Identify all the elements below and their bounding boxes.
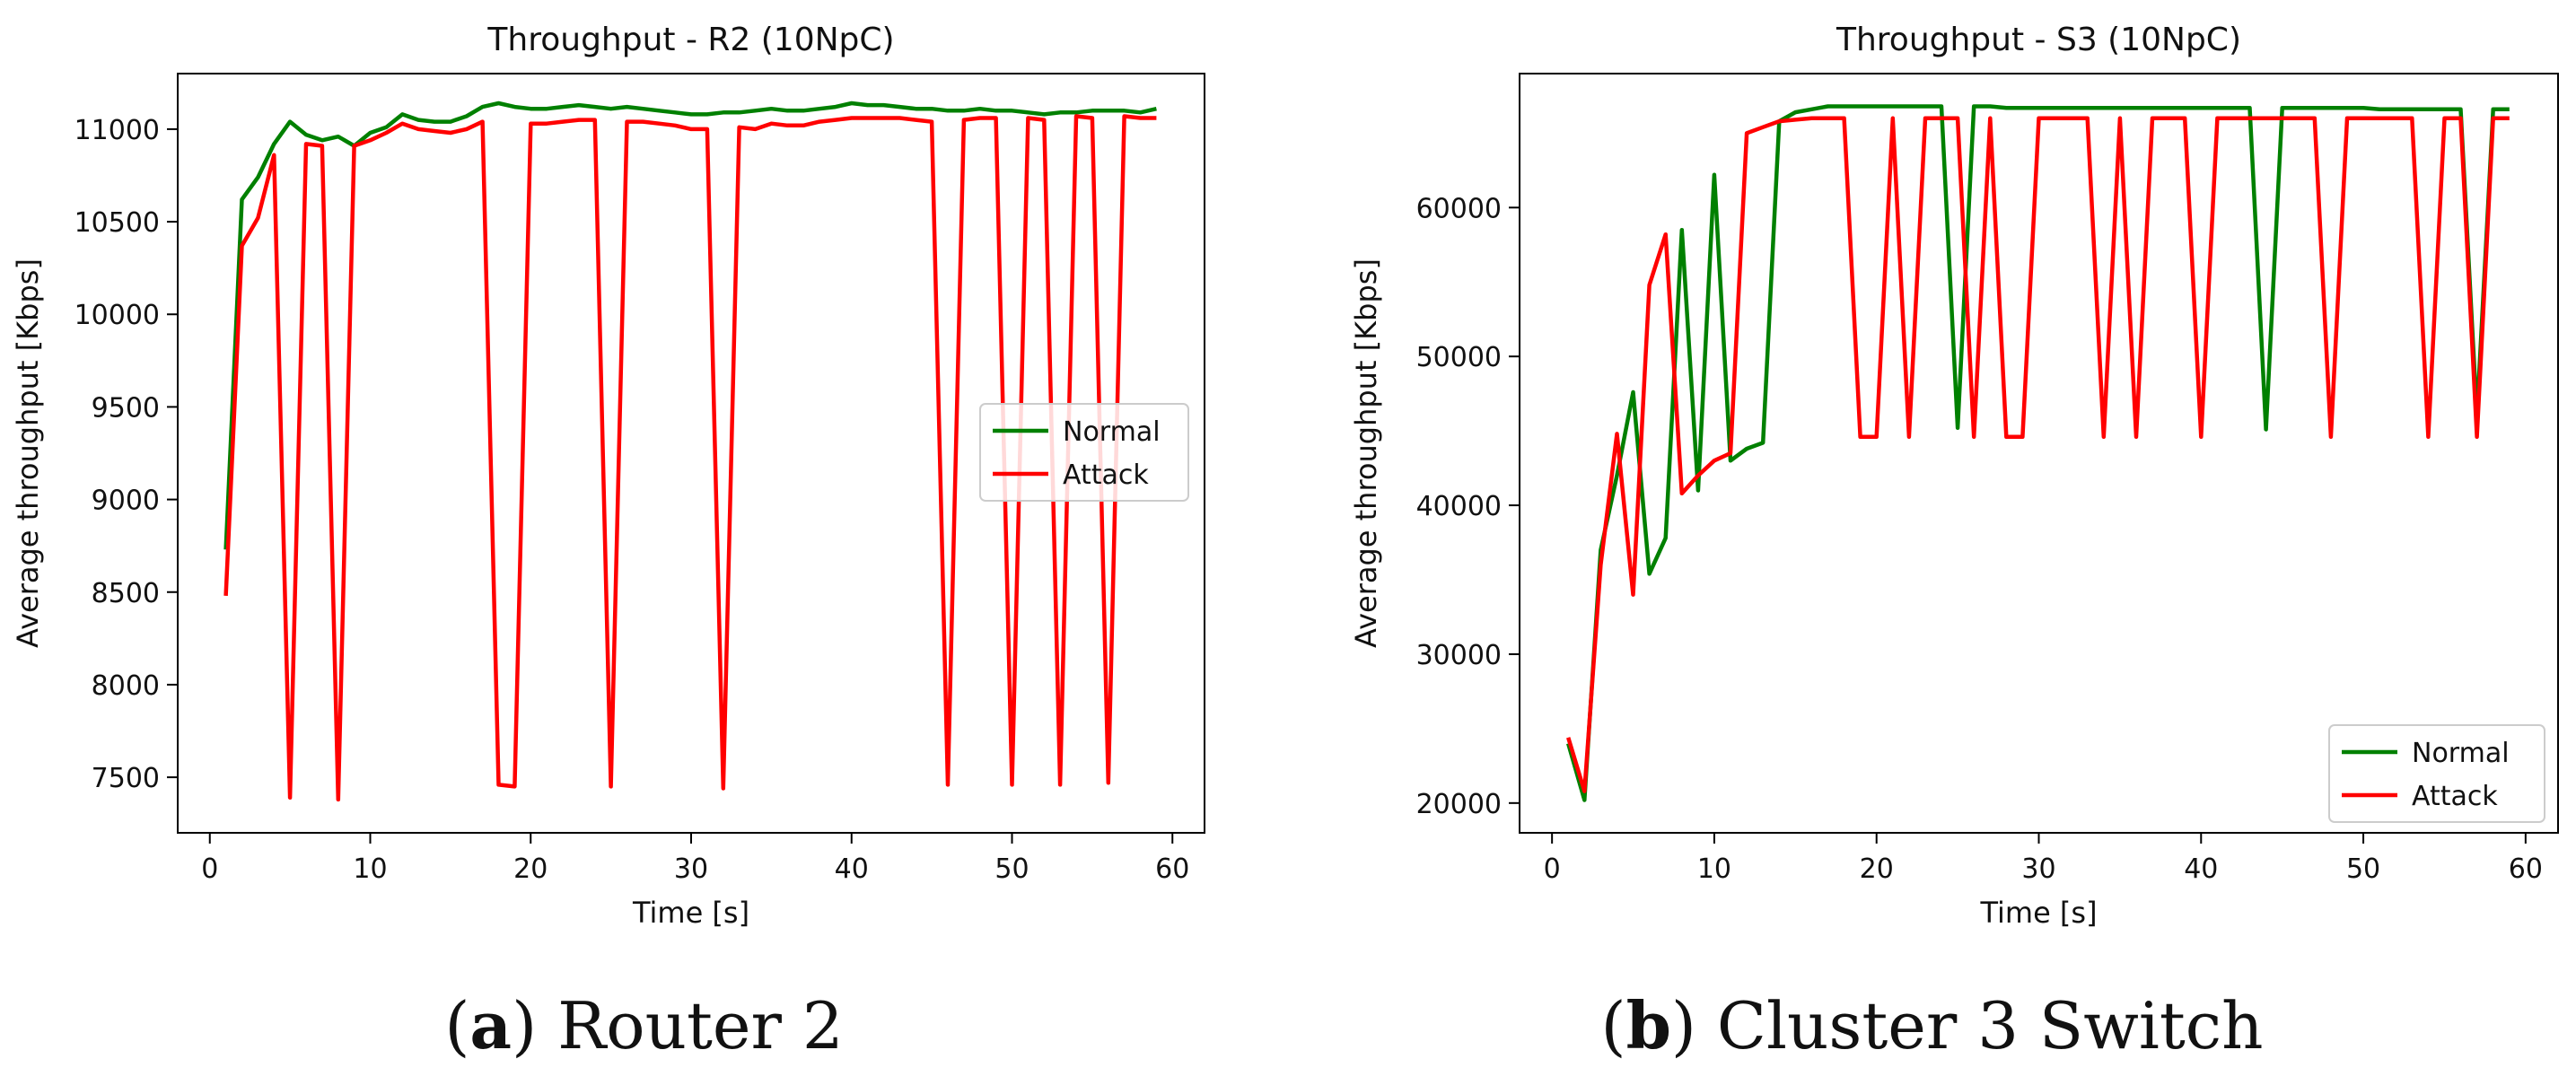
caption-text: Cluster 3 Switch [1716,988,2264,1063]
caption-text: Router 2 [557,988,844,1063]
x-tick-label: 0 [1544,853,1561,885]
legend-label-normal: Normal [2412,738,2510,769]
x-tick-label: 30 [674,853,708,885]
series-line-attack [223,114,1157,802]
plot-frame [1519,73,2559,834]
x-tick-label: 20 [513,853,548,885]
x-tick-label: 20 [1860,853,1894,885]
x-tick-label: 30 [2021,853,2055,885]
x-tick-label: 40 [2184,853,2218,885]
x-axis-label: Time [s] [632,896,749,930]
chart-router-2: Throughput - R2 (10NpC) 0 10 20 30 40 50 60 7500… [11,22,1205,930]
series-line-normal [223,101,1157,550]
panel-router-2: Throughput - R2 (10NpC) 0 10 20 30 40 50 60 7500… [11,22,1205,1063]
x-tick-label: 50 [994,853,1029,885]
caption-a: (a) Router 2 [444,987,844,1063]
y-tick-label: 10000 [74,300,160,331]
y-axis-label: Average throughput [Kbps] [1349,258,1383,648]
x-tick-label: 50 [2346,853,2380,885]
y-tick-label: 7500 [92,763,160,794]
x-tick-label: 10 [353,853,387,885]
caption-letter: b [1625,987,1671,1063]
y-tick-label: 11000 [74,115,160,146]
y-tick-label: 50000 [1416,342,1502,373]
caption-b: (b) Cluster 3 Switch [1600,987,2264,1063]
legend-label-normal: Normal [1063,416,1161,448]
series-line-attack [1566,116,2510,793]
x-tick-label: 40 [835,853,869,885]
y-tick-label: 8500 [92,578,160,609]
panel-cluster-3-switch: Throughput - S3 (10NpC) 0 10 20 30 40 50 60 2000… [1288,0,2576,1085]
x-tick-label: 10 [1697,853,1731,885]
y-tick-label: 9500 [92,392,160,424]
chart-title: Throughput - R2 (10NpC) [486,22,894,58]
y-tick-label: 40000 [1416,491,1502,522]
y-axis-label: Average throughput [Kbps] [11,258,45,648]
legend-box [2328,724,2545,823]
y-tick-label: 30000 [1416,640,1502,671]
x-tick-label: 0 [201,853,218,885]
chart-cluster-3-switch: Throughput - S3 (10NpC) 0 10 20 30 40 50 60 2000… [1349,22,2559,930]
series-line-normal [1566,104,2510,802]
legend-label-attack: Attack [1063,459,1149,491]
x-axis-label: Time [s] [1979,896,2097,930]
legend-box [979,403,1189,502]
x-tick-label: 60 [2509,853,2543,885]
y-tick-label: 9000 [92,486,160,517]
y-tick-label: 8000 [92,670,160,702]
y-tick-label: 10500 [74,207,160,239]
x-tick-label: 60 [1155,853,1189,885]
chart-title: Throughput - S3 (10NpC) [1836,22,2241,58]
y-tick-label: 20000 [1416,789,1502,820]
caption-letter: a [469,987,513,1063]
y-tick-label: 60000 [1416,193,1502,224]
legend-label-attack: Attack [2412,781,2498,812]
